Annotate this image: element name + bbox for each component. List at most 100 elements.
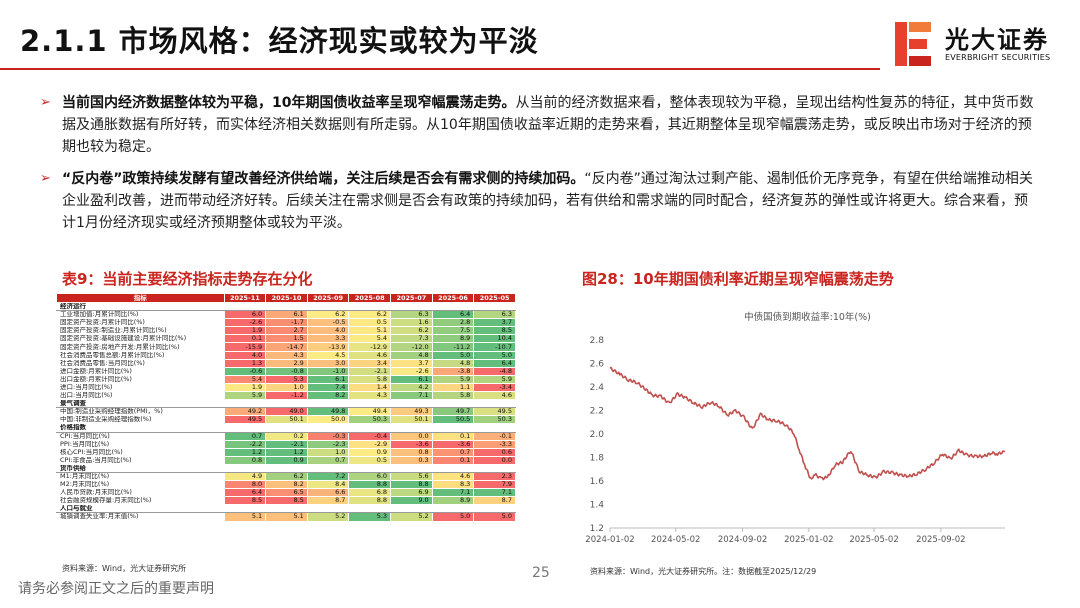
table-cell: 5.9 bbox=[473, 374, 516, 384]
table-cell: 5.2 bbox=[306, 512, 350, 522]
table-cell: 1.9 bbox=[223, 382, 267, 393]
row-label: CPI:当月同比(%) bbox=[56, 431, 225, 441]
table-cell: -2.1 bbox=[348, 366, 392, 376]
table-cell: 1.6 bbox=[390, 318, 433, 328]
table-cell: 10.4 bbox=[473, 334, 516, 344]
table-cell: 6.0 bbox=[223, 310, 267, 320]
yield-line-chart: 中债国债到期收益率:10年(%) 1.2 1.4 1.6 1.8 2.0 2.2 2.4 2.6… bbox=[585, 311, 1006, 545]
table-cell: -11.2 bbox=[431, 342, 475, 352]
table-cell: 4.5 bbox=[306, 350, 350, 360]
table-cell: 1.3 bbox=[223, 358, 267, 368]
bullet-body-text: 从当前的经济数据来看，整体表现较为平稳，呈现出结构性复苏的特征，其中货币数据及通… bbox=[62, 95, 1034, 155]
indicator-table: 指标 2025-11 2025-10 2025-09 2025-08 2025-07 202… bbox=[56, 293, 516, 522]
table-cell: 0.1 bbox=[431, 455, 475, 465]
table-cell: 5.9 bbox=[223, 391, 267, 401]
table-cell: -0.1 bbox=[473, 431, 516, 441]
table-row: 固定资产投资:制造业:月累计同比(%) 1.9 2.7 4.0 5.1 6.2 7.5 8.5 bbox=[56, 326, 516, 336]
table-cell: 6.6 bbox=[306, 488, 350, 498]
row-label: 固定资产投资:基础设施建设:月累计同比(%) bbox=[56, 334, 225, 344]
table-cell: -0.6 bbox=[223, 366, 267, 376]
table-cell: 5.1 bbox=[223, 512, 267, 522]
table-cell: 8.7 bbox=[306, 496, 350, 506]
table-cell: -2.1 bbox=[265, 439, 308, 449]
y-tick-label: 1.8 bbox=[590, 454, 605, 464]
row-label: 进口:当月同比(%) bbox=[56, 382, 225, 393]
table-cell: 0.0 bbox=[473, 455, 516, 465]
table-cell: 6.3 bbox=[390, 310, 433, 320]
table-row: M2:月末同比(%) 8.0 8.2 8.4 8.8 8.8 8.3 7.9 bbox=[56, 480, 516, 490]
table-cell: 1.9 bbox=[223, 326, 267, 336]
table-row: 社会消费品零售总额:月累计同比(%) 4.0 4.3 4.5 4.6 4.8 5.0 5.0 bbox=[56, 350, 516, 360]
table-cell: 2.7 bbox=[265, 326, 308, 336]
table-row: 核心CPI:当月同比(%) 1.2 1.2 1.0 0.9 0.8 0.7 0.6 bbox=[56, 447, 516, 457]
table-cell: 5.9 bbox=[431, 374, 475, 384]
table-cell: -3.4 bbox=[473, 382, 516, 393]
table-row: 中国:制造业采购经理指数(PMI，%) 49.2 49.0 49.8 49.4 49.3 4… bbox=[56, 407, 516, 417]
table-cell: 49.5 bbox=[473, 407, 516, 417]
table-row: 出口金额:月累计同比(%) 5.4 5.3 6.1 5.8 6.1 5.9 5.9 bbox=[56, 374, 516, 384]
row-label: 社会消费品零售:当月同比(%) bbox=[56, 358, 225, 368]
table-cell: 4.8 bbox=[431, 358, 475, 368]
table-cell: 2.8 bbox=[431, 318, 475, 328]
table-cell: 6.1 bbox=[265, 310, 308, 320]
row-label: 社会消费品零售总额:月累计同比(%) bbox=[56, 350, 225, 360]
table-cell: 3.0 bbox=[306, 358, 350, 368]
table-cell: 49.3 bbox=[390, 407, 433, 417]
table-cell: 5.8 bbox=[431, 391, 475, 401]
y-tick-label: 2.8 bbox=[590, 336, 605, 346]
table-cell: 3.7 bbox=[390, 358, 433, 368]
table-row: 固定资产投资:房地产开发:月累计同比(%) -15.9 -14.7 -13.9 -12.… bbox=[56, 342, 516, 352]
row-label: 出口金额:月累计同比(%) bbox=[56, 374, 225, 384]
table-cell: 6.4 bbox=[431, 310, 475, 320]
group-label: 景气调查 bbox=[56, 399, 516, 409]
table-cell: 5.0 bbox=[431, 512, 475, 522]
x-tick-label: 2024-01-02 bbox=[585, 535, 634, 545]
table-cell: -3.6 bbox=[390, 439, 433, 449]
table-group-row: 价格指数 bbox=[56, 423, 516, 433]
arrow-bullet-icon: ➢ bbox=[40, 171, 51, 186]
row-label: 固定资产投资:制造业:月累计同比(%) bbox=[56, 326, 225, 336]
table-cell: -10.7 bbox=[473, 342, 516, 352]
table-cell: 0.6 bbox=[473, 447, 516, 457]
x-tick-label: 2024-05-02 bbox=[651, 535, 700, 545]
group-label: 货币供给 bbox=[56, 463, 516, 473]
arrow-bullet-icon: ➢ bbox=[40, 95, 51, 110]
table-cell: 8.3 bbox=[431, 480, 475, 490]
row-label: 社会融资规模存量:月末同比(%) bbox=[56, 496, 225, 506]
row-label: CPI:非食品:当月同比(%) bbox=[56, 455, 225, 465]
bullet-bold-text: “反内卷”政策持续发酵有望改善经济供给端，关注后续是否会有需求侧的持续加码。 bbox=[62, 171, 585, 187]
table-cell: 7.3 bbox=[390, 334, 433, 344]
table-body: 经济运行 工业增加值:月累计同比(%) 6.0 6.1 6.2 6.2 6.3 6.4 6.3 固… bbox=[56, 301, 516, 522]
table-cell: 1.0 bbox=[265, 382, 308, 393]
table-cell: 6.3 bbox=[473, 310, 516, 320]
table-cell: 0.8 bbox=[223, 455, 267, 465]
table-header-row: 指标 2025-11 2025-10 2025-09 2025-08 2025-07 202… bbox=[56, 293, 516, 303]
table-cell: 8.0 bbox=[223, 480, 267, 490]
table-cell: 6.4 bbox=[473, 358, 516, 368]
table-cell: 4.0 bbox=[306, 326, 350, 336]
table-cell: 5.0 bbox=[473, 512, 516, 522]
table-cell: 49.0 bbox=[265, 407, 308, 417]
table-cell: 4.3 bbox=[265, 350, 308, 360]
table-cell: 8.9 bbox=[431, 496, 475, 506]
page-number: 25 bbox=[532, 565, 550, 581]
table-row: 进口金额:月累计同比(%) -0.6 -0.8 -1.0 -2.1 -2.6 -3.8 -4.… bbox=[56, 366, 516, 376]
table-cell: 8.4 bbox=[306, 480, 350, 490]
table-cell: 3.3 bbox=[306, 334, 350, 344]
table-cell: 8.8 bbox=[348, 480, 392, 490]
table-row: 社会消费品零售:当月同比(%) 1.3 2.9 3.0 3.4 3.7 4.8 6.4 bbox=[56, 358, 516, 368]
table-cell: 49.5 bbox=[223, 415, 267, 425]
table-cell: 5.4 bbox=[223, 374, 267, 384]
table-cell: 5.0 bbox=[473, 350, 516, 360]
group-label: 人口与就业 bbox=[56, 504, 516, 514]
x-tick-label: 2024-09-02 bbox=[718, 535, 767, 545]
table-cell: 7.1 bbox=[473, 488, 516, 498]
row-label: M2:月末同比(%) bbox=[56, 480, 225, 490]
table-cell: 5.1 bbox=[348, 326, 392, 336]
table-cell: 2.9 bbox=[265, 358, 308, 368]
table-cell: 0.5 bbox=[348, 318, 392, 328]
row-label: 出口:当月同比(%) bbox=[56, 391, 225, 401]
table-group-row: 人口与就业 bbox=[56, 504, 516, 514]
table-cell: 3.4 bbox=[348, 358, 392, 368]
table-cell: 49.2 bbox=[223, 407, 267, 417]
